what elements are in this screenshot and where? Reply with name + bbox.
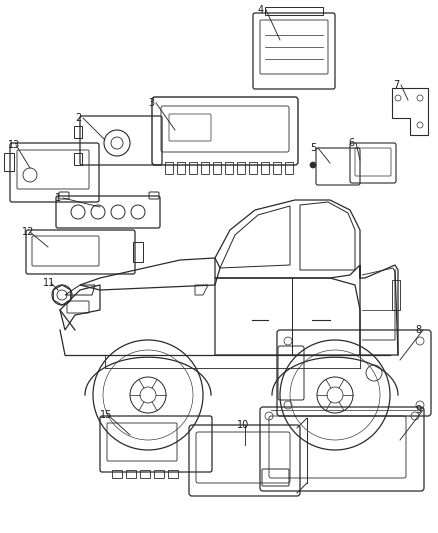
Text: 10: 10 <box>237 420 249 430</box>
Text: 6: 6 <box>348 138 354 148</box>
Text: 9: 9 <box>415 405 421 415</box>
Text: 2: 2 <box>75 113 81 123</box>
Text: 8: 8 <box>415 325 421 335</box>
Text: 7: 7 <box>393 80 399 90</box>
Text: 11: 11 <box>43 278 55 288</box>
Text: 1: 1 <box>55 193 61 203</box>
Text: 12: 12 <box>22 227 34 237</box>
Text: 3: 3 <box>148 98 154 108</box>
Text: 5: 5 <box>310 143 316 153</box>
Text: 15: 15 <box>100 410 113 420</box>
Circle shape <box>310 162 316 168</box>
Text: 4: 4 <box>258 5 264 15</box>
Text: 13: 13 <box>8 140 20 150</box>
